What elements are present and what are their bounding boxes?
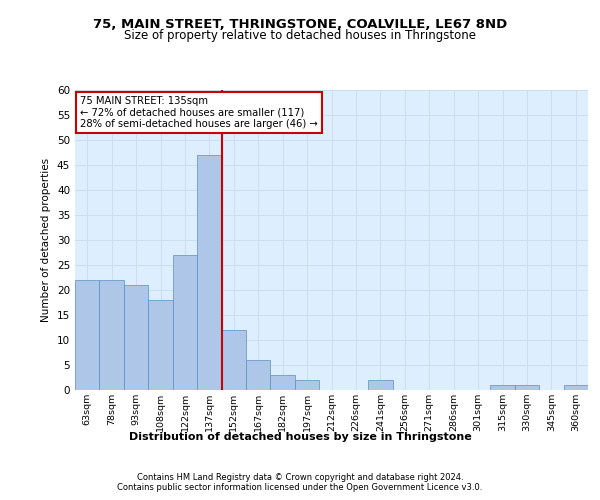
Bar (100, 280, 124, 390)
Bar (515, 385, 539, 390)
Bar (295, 380, 319, 390)
Y-axis label: Number of detached properties: Number of detached properties (41, 158, 52, 322)
Bar (490, 385, 515, 390)
Text: Size of property relative to detached houses in Thringstone: Size of property relative to detached ho… (124, 29, 476, 42)
Bar (246, 360, 271, 390)
Text: Distribution of detached houses by size in Thringstone: Distribution of detached houses by size … (128, 432, 472, 442)
Bar (197, 155, 221, 390)
Text: Contains HM Land Registry data © Crown copyright and database right 2024.: Contains HM Land Registry data © Crown c… (137, 472, 463, 482)
Text: 75, MAIN STREET, THRINGSTONE, COALVILLE, LE67 8ND: 75, MAIN STREET, THRINGSTONE, COALVILLE,… (93, 18, 507, 30)
Text: 75 MAIN STREET: 135sqm
← 72% of detached houses are smaller (117)
28% of semi-de: 75 MAIN STREET: 135sqm ← 72% of detached… (80, 96, 318, 129)
Bar (148, 300, 173, 390)
Bar (173, 255, 197, 390)
Text: Contains public sector information licensed under the Open Government Licence v3: Contains public sector information licen… (118, 482, 482, 492)
Bar (368, 380, 392, 390)
Bar (221, 330, 246, 390)
Bar (271, 375, 295, 390)
Bar (563, 385, 588, 390)
Bar (75, 280, 100, 390)
Bar (124, 285, 148, 390)
